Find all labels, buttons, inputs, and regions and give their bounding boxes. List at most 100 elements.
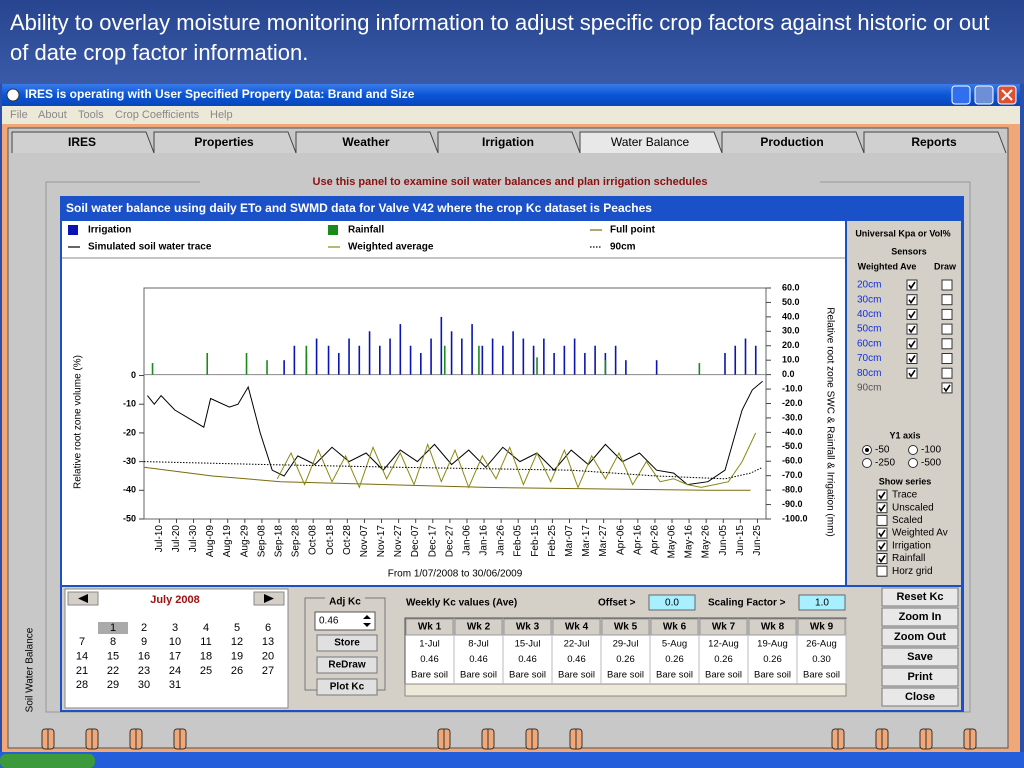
calendar-day[interactable]: 4 — [203, 622, 209, 634]
action-button[interactable] — [881, 627, 959, 647]
calendar-day[interactable]: 11 — [200, 636, 211, 648]
window-title: IRES is operating with User Specified Pr… — [25, 87, 415, 101]
calendar-day[interactable]: 6 — [265, 622, 271, 634]
draw-checkbox[interactable] — [941, 367, 953, 379]
weighted-checkbox[interactable] — [906, 353, 918, 364]
series-checkbox[interactable] — [876, 527, 888, 539]
calendar-day[interactable]: 23 — [138, 665, 150, 677]
series-checkbox[interactable] — [876, 565, 888, 577]
calendar-day[interactable]: 28 — [76, 679, 88, 691]
calendar-day[interactable]: 10 — [169, 636, 181, 648]
calendar-day[interactable]: 20 — [262, 651, 274, 663]
action-button[interactable] — [881, 587, 959, 607]
weighted-checkbox[interactable] — [906, 308, 918, 320]
tab[interactable] — [721, 131, 865, 154]
legend-label: Rainfall — [348, 225, 384, 236]
draw-checkbox[interactable] — [941, 279, 953, 291]
calendar-day[interactable]: 12 — [231, 636, 243, 648]
weighted-checkbox[interactable] — [906, 294, 918, 306]
action-button[interactable] — [881, 607, 959, 627]
series-checkbox[interactable] — [876, 489, 888, 501]
calendar-day[interactable]: 25 — [200, 665, 212, 677]
menu-item[interactable]: File — [10, 109, 28, 121]
menu-item[interactable]: Tools — [78, 109, 104, 121]
tab[interactable] — [153, 131, 297, 154]
kc-input[interactable] — [314, 611, 376, 631]
calendar-day[interactable]: 8 — [110, 636, 116, 648]
calendar-day[interactable]: 14 — [76, 651, 88, 663]
calendar-day[interactable]: 18 — [200, 651, 212, 663]
action-button[interactable] — [881, 647, 959, 667]
action-button[interactable] — [881, 667, 959, 687]
calendar-day[interactable]: 5 — [234, 622, 240, 634]
maximize-button[interactable] — [974, 85, 994, 105]
calendar-day[interactable]: 24 — [169, 665, 181, 677]
kc-button[interactable] — [316, 678, 378, 696]
menu-item[interactable]: About — [38, 109, 67, 121]
offset-box[interactable] — [648, 594, 696, 611]
tab[interactable] — [863, 131, 1007, 154]
calendar-day[interactable]: 31 — [169, 679, 181, 691]
calendar-day[interactable]: 16 — [138, 651, 150, 663]
calendar-day[interactable]: 9 — [141, 636, 147, 648]
calendar-day[interactable]: 19 — [231, 651, 243, 663]
x-tick-label: Dec-17 — [427, 525, 438, 558]
scrollbar[interactable] — [404, 683, 847, 697]
header-text: Wk 5 — [614, 622, 638, 633]
calendar-day[interactable]: 29 — [107, 679, 119, 691]
minimize-button[interactable] — [951, 85, 971, 105]
calendar-day[interactable]: 7 — [79, 636, 85, 648]
draw-checkbox[interactable] — [941, 338, 953, 350]
bar — [502, 345, 504, 375]
cell-text: 0.26 — [714, 654, 733, 665]
bar — [754, 345, 757, 375]
calendar-day[interactable]: 22 — [107, 665, 119, 677]
kc-button[interactable] — [316, 634, 378, 652]
start-button[interactable] — [0, 754, 95, 768]
prev-arrow — [78, 594, 88, 603]
menu-item[interactable]: Help — [210, 109, 233, 121]
draw-checkbox[interactable] — [941, 294, 953, 306]
weighted-checkbox[interactable] — [906, 338, 918, 350]
weighted-checkbox[interactable] — [906, 279, 918, 291]
scaling-box[interactable] — [798, 594, 846, 611]
calendar-day[interactable]: 26 — [231, 665, 243, 677]
draw-checkbox[interactable] — [941, 308, 953, 320]
menu-item[interactable]: Crop Coefficients — [115, 109, 200, 121]
series-checkbox[interactable] — [876, 553, 888, 564]
draw-checkbox[interactable] — [941, 382, 953, 394]
calendar-day[interactable]: 3 — [172, 622, 178, 634]
slide-title: Ability to overlay moisture monitoring i… — [10, 10, 990, 65]
draw-checkbox[interactable] — [941, 323, 953, 335]
calendar-day[interactable]: 1 — [110, 622, 116, 634]
header-cell — [454, 618, 503, 636]
tab[interactable] — [437, 131, 581, 154]
series-line — [147, 380, 763, 486]
calendar-day[interactable]: 13 — [262, 636, 274, 648]
tab[interactable] — [295, 131, 439, 154]
radio[interactable] — [908, 445, 918, 455]
series-checkbox[interactable] — [876, 502, 888, 514]
calendar-day[interactable]: 21 — [76, 665, 88, 677]
calendar-day[interactable]: 15 — [107, 651, 119, 663]
x-tick-label: Nov-07 — [359, 525, 370, 558]
calendar-day[interactable]: 27 — [262, 665, 274, 677]
radio[interactable] — [862, 458, 872, 468]
tab[interactable] — [579, 131, 723, 154]
cell-text: Bare soil — [460, 670, 497, 681]
series-checkbox[interactable] — [876, 540, 888, 552]
kc-button[interactable] — [316, 656, 378, 674]
series-checkbox[interactable] — [876, 514, 888, 526]
weighted-checkbox[interactable] — [906, 323, 918, 335]
calendar-day[interactable]: 17 — [169, 651, 181, 663]
draw-checkbox[interactable] — [941, 353, 953, 364]
radio[interactable] — [908, 458, 918, 468]
action-label: Zoom In — [899, 611, 942, 623]
calendar-day[interactable]: 30 — [138, 679, 150, 691]
weighted-checkbox[interactable] — [906, 367, 918, 379]
sensors-label: Sensors — [891, 246, 927, 256]
action-button[interactable] — [881, 687, 959, 707]
tab[interactable] — [11, 131, 155, 154]
spinner[interactable] — [363, 615, 371, 627]
calendar-day[interactable]: 2 — [141, 622, 147, 634]
